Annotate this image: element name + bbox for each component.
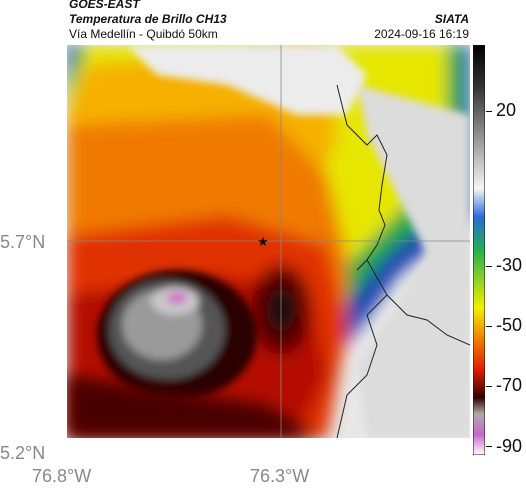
lon-label: 76.3°W — [250, 466, 310, 486]
colorbar — [472, 44, 486, 456]
colorbar-label: -30 — [496, 255, 523, 275]
cold-cloud-cluster — [97, 270, 257, 400]
coastline — [336, 84, 388, 271]
border-line-east — [386, 294, 470, 346]
product-title: GOES-EAST — [69, 0, 140, 11]
route-subtitle: Vía Medellín - Quibdó 50km — [69, 27, 218, 41]
colorbar-label: 20 — [496, 100, 517, 120]
colorbar-label: -70 — [496, 375, 523, 395]
colorbar-label: -90 — [496, 436, 523, 456]
lon-label: 76.8°W — [32, 466, 92, 486]
timestamp: 2024-09-16 16:19 — [374, 27, 469, 41]
channel-title: Temperatura de Brillo CH13 — [69, 12, 227, 26]
lat-label: 5.2°N — [0, 443, 46, 463]
lat-label: 5.7°N — [0, 232, 46, 252]
satellite-map[interactable]: ★ — [67, 45, 470, 438]
star-marker: ★ — [257, 234, 269, 249]
brand-label: SIATA — [434, 12, 469, 26]
colorbar-label: -50 — [496, 315, 523, 335]
